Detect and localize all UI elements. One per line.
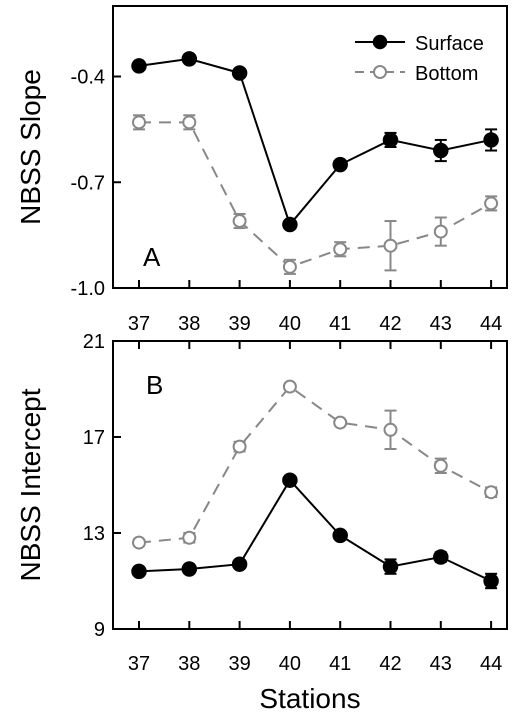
x-tick-label: 44 bbox=[480, 313, 502, 335]
x-tick-label: 37 bbox=[128, 653, 150, 675]
data-point-surface bbox=[131, 58, 147, 74]
x-tick-label: 39 bbox=[228, 313, 250, 335]
x-tick-label: 40 bbox=[279, 313, 301, 335]
panel-b-label: B bbox=[146, 370, 163, 400]
y-tick-label: 13 bbox=[83, 523, 105, 545]
data-point-surface bbox=[483, 132, 499, 148]
data-point-surface bbox=[433, 549, 449, 565]
data-point-bottom bbox=[182, 530, 197, 545]
series-line-bottom bbox=[139, 121, 492, 268]
x-tick-label: 43 bbox=[430, 653, 452, 675]
y-tick-label: -1.0 bbox=[71, 278, 105, 300]
x-tick-label: 42 bbox=[379, 653, 401, 675]
panel-b-series bbox=[131, 379, 499, 590]
data-point-bottom bbox=[383, 422, 398, 437]
legend-bottom-label: Bottom bbox=[415, 63, 478, 85]
x-tick-label: 41 bbox=[329, 653, 351, 675]
data-point-bottom bbox=[333, 242, 348, 257]
data-point-surface bbox=[332, 156, 348, 173]
data-point-bottom bbox=[433, 458, 448, 473]
panel-b-ylabel: NBSS Intercept bbox=[15, 388, 46, 581]
panel-a-frame bbox=[112, 5, 508, 289]
data-point-surface bbox=[382, 558, 399, 575]
x-tick-label: 39 bbox=[228, 653, 250, 675]
legend-surface-marker bbox=[372, 34, 388, 50]
y-tick-label: 17 bbox=[83, 427, 105, 449]
panel-a-series bbox=[131, 51, 499, 275]
panel-a: A NBSS Slope -1.0 -0.7 -0.4 37 38 39 40 41 42 43 4… bbox=[15, 5, 508, 336]
panel-a-label: A bbox=[143, 242, 161, 272]
data-point-bottom bbox=[132, 535, 146, 550]
data-point-surface bbox=[382, 132, 399, 148]
data-point-bottom bbox=[182, 115, 197, 130]
data-point-surface bbox=[231, 65, 248, 81]
data-point-surface bbox=[332, 527, 348, 544]
series-line-surface bbox=[138, 57, 492, 227]
legend-surface-label: Surface bbox=[415, 33, 484, 55]
data-point-bottom bbox=[433, 224, 448, 239]
panel-a-ticks: -1.0 -0.7 -0.4 37 38 39 40 41 42 43 44 bbox=[71, 67, 503, 336]
x-tick-label: 44 bbox=[480, 653, 502, 675]
x-axis-title: Stations bbox=[259, 683, 360, 714]
data-point-surface bbox=[181, 561, 198, 577]
panel-b: B NBSS Intercept 9 13 17 21 37 38 39 40 41 42 43 44… bbox=[15, 331, 508, 714]
legend-bottom-marker bbox=[373, 65, 387, 79]
x-tick-label: 38 bbox=[178, 313, 200, 335]
panel-b-ticks: 9 13 17 21 37 38 39 40 41 42 43 44 bbox=[83, 331, 502, 675]
y-tick-label: 9 bbox=[94, 619, 105, 641]
data-point-bottom bbox=[282, 379, 297, 394]
y-tick-label: -0.4 bbox=[71, 67, 105, 89]
data-point-bottom bbox=[232, 214, 247, 229]
x-tick-label: 43 bbox=[430, 313, 452, 335]
data-point-surface bbox=[483, 573, 499, 589]
data-point-surface bbox=[231, 556, 248, 572]
data-point-surface bbox=[282, 216, 298, 233]
data-point-bottom bbox=[333, 415, 348, 430]
x-tick-label: 40 bbox=[279, 653, 301, 675]
panel-b-frame bbox=[112, 340, 508, 630]
data-point-bottom bbox=[282, 259, 297, 274]
x-tick-label: 37 bbox=[128, 313, 150, 335]
x-tick-label: 41 bbox=[329, 313, 351, 335]
series-line-surface bbox=[138, 478, 492, 582]
panel-a-ylabel: NBSS Slope bbox=[15, 69, 46, 225]
data-point-surface bbox=[433, 142, 449, 159]
data-point-bottom bbox=[383, 238, 398, 253]
data-point-bottom bbox=[232, 439, 247, 454]
y-tick-label: 21 bbox=[83, 331, 105, 353]
y-tick-label: -0.7 bbox=[71, 172, 105, 194]
data-point-bottom bbox=[132, 115, 146, 130]
data-point-surface bbox=[181, 51, 198, 67]
series-line-bottom bbox=[138, 385, 492, 544]
data-point-bottom bbox=[484, 196, 499, 211]
legend: Surface Bottom bbox=[355, 33, 484, 85]
x-tick-label: 38 bbox=[178, 653, 200, 675]
x-tick-label: 42 bbox=[379, 313, 401, 335]
data-point-surface bbox=[282, 472, 298, 488]
data-point-bottom bbox=[484, 485, 499, 500]
data-point-surface bbox=[131, 563, 147, 580]
